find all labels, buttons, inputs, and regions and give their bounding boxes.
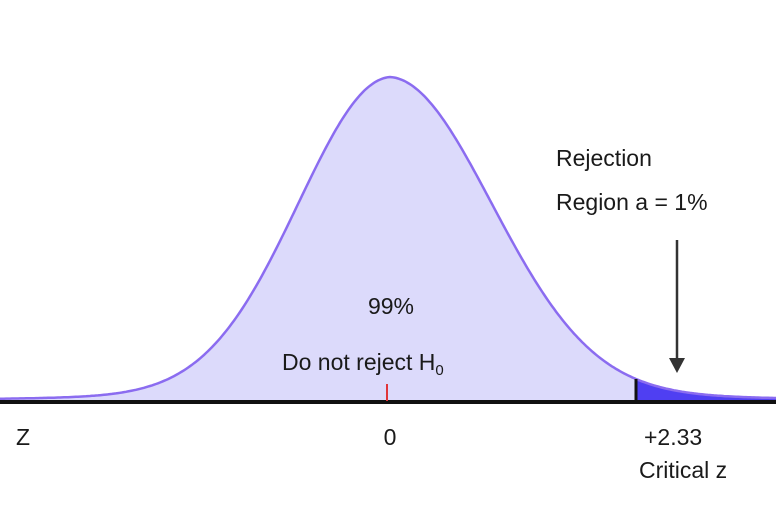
- center-value-label: 0: [384, 424, 397, 450]
- normal-curve: [0, 75, 776, 400]
- rejection-region-line2: Region a = 1%: [556, 189, 708, 215]
- rejection-region-fill: [636, 379, 776, 401]
- critical-caption-label: Critical z: [639, 457, 727, 483]
- body-caption-label: Do not reject H0: [282, 349, 444, 379]
- body-percent-label: 99%: [368, 293, 414, 319]
- acceptance-region-fill: [0, 77, 776, 401]
- z-axis-label: Z: [16, 424, 30, 450]
- critical-value-label: +2.33: [644, 424, 702, 450]
- arrow-head-icon: [669, 358, 685, 373]
- body-caption-subscript: 0: [435, 362, 443, 379]
- rejection-region-line1: Rejection: [556, 145, 652, 171]
